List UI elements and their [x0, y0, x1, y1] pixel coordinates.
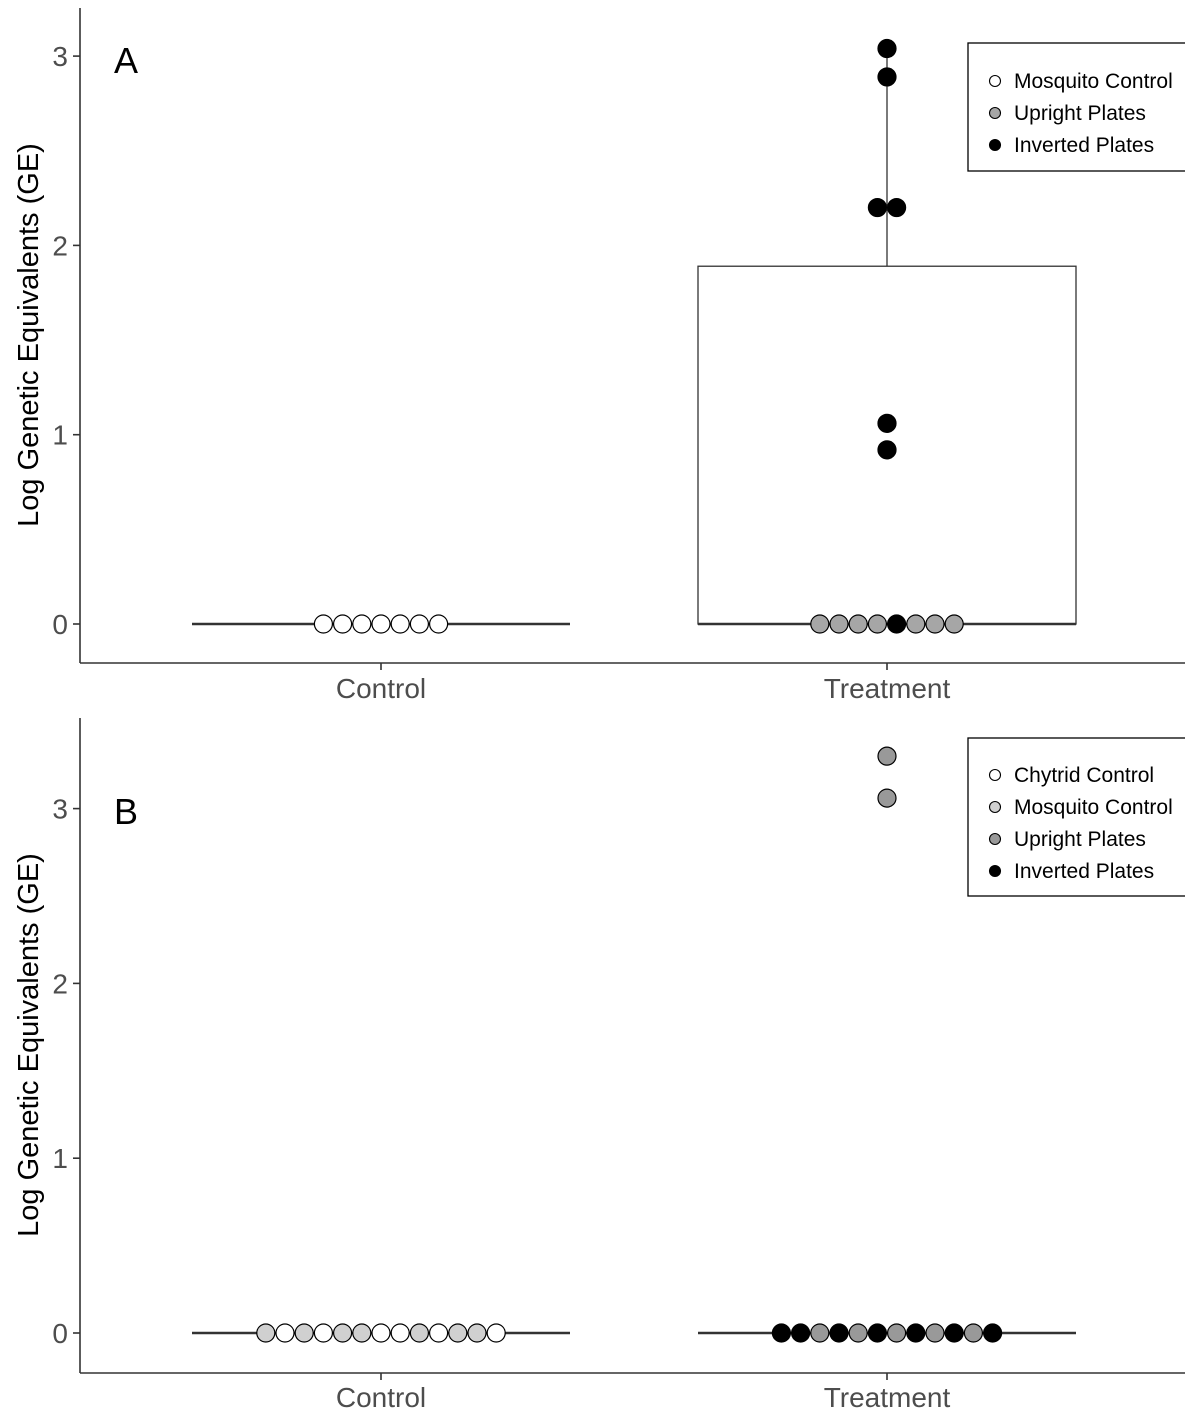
- y-tick-label: 1: [52, 1143, 68, 1174]
- legend-key-mosquito-control: [988, 800, 1002, 814]
- legend-key-mosquito-control: [988, 74, 1002, 88]
- data-point-upright-plates: [925, 614, 945, 634]
- data-point-upright-plates: [848, 1323, 868, 1343]
- data-point-mosquito-control: [371, 614, 391, 634]
- data-point-inverted-plates: [771, 1323, 792, 1343]
- data-point-upright-plates: [944, 614, 964, 634]
- panel-b: 0 1 2 3 Control Treatment Log Genetic Equivale…: [13, 718, 1185, 1412]
- data-point-upright-plates: [867, 614, 888, 634]
- y-tick-label: 2: [52, 968, 68, 999]
- data-point-chytrid-control: [390, 1323, 410, 1343]
- data-point-inverted-plates: [829, 1323, 849, 1343]
- data-point-inverted-plates: [790, 1323, 811, 1343]
- panel-a: 0 1 2 3 Control Treatment Log Genetic Equivale…: [13, 8, 1185, 704]
- data-point-inverted-plates: [886, 614, 907, 634]
- data-point-mosquito-control: [352, 1323, 372, 1343]
- data-point-upright-plates: [829, 614, 849, 634]
- data-point-mosquito-control: [333, 1323, 353, 1343]
- y-tick-label: 1: [52, 420, 68, 451]
- data-point-upright-plates: [810, 614, 830, 634]
- data-point-upright-plates: [906, 614, 926, 634]
- data-point-inverted-plates: [877, 413, 897, 433]
- data-point-inverted-plates: [867, 197, 888, 218]
- data-point-mosquito-control: [390, 614, 410, 634]
- data-point-upright-plates: [848, 614, 868, 634]
- data-point-mosquito-control: [333, 614, 353, 634]
- data-point-upright-plates: [963, 1323, 984, 1343]
- x-tick-label-treatment: Treatment: [824, 1382, 951, 1412]
- data-point-mosquito-control: [409, 614, 429, 634]
- data-point-mosquito-control: [467, 1323, 487, 1343]
- legend-box: [967, 737, 1185, 897]
- data-point-upright-plates: [925, 1323, 945, 1343]
- legend-label: Mosquito Control: [1014, 796, 1173, 819]
- data-point-chytrid-control: [429, 1323, 449, 1343]
- legend-label: Inverted Plates: [1014, 134, 1154, 157]
- data-point-inverted-plates: [877, 440, 897, 460]
- legend-key-upright-plates: [988, 106, 1002, 120]
- x-tick-label-treatment: Treatment: [824, 673, 951, 704]
- legend-label: Inverted Plates: [1014, 860, 1154, 883]
- data-point-mosquito-control: [256, 1323, 276, 1343]
- legend-label: Upright Plates: [1014, 828, 1146, 851]
- data-point-mosquito-control: [409, 1323, 429, 1343]
- data-point-inverted-plates: [877, 38, 897, 59]
- data-point-chytrid-control: [313, 1323, 333, 1343]
- data-point-upright-plates: [886, 1323, 907, 1343]
- data-point-chytrid-control: [371, 1323, 391, 1343]
- data-point-mosquito-control: [429, 614, 449, 634]
- y-tick-label: 3: [52, 794, 68, 825]
- data-point-inverted-plates: [982, 1323, 1003, 1343]
- legend-key-upright-plates: [988, 832, 1002, 846]
- data-point-mosquito-control: [448, 1323, 468, 1343]
- y-tick-label: 3: [52, 41, 68, 72]
- y-tick-label: 0: [52, 609, 68, 640]
- data-point-chytrid-control: [486, 1323, 506, 1343]
- data-point-mosquito-control: [313, 614, 333, 634]
- legend-label: Chytrid Control: [1014, 764, 1154, 787]
- data-point-upright-plates: [877, 788, 897, 808]
- x-tick-label-control: Control: [336, 1382, 426, 1412]
- legend-key-chytrid-control: [988, 768, 1002, 782]
- y-axis-title: Log Genetic Equivalents (GE): [13, 143, 45, 527]
- y-tick-label: 2: [52, 230, 68, 261]
- data-point-mosquito-control: [352, 614, 372, 634]
- legend-key-inverted-plates: [988, 864, 1002, 878]
- data-point-inverted-plates: [877, 67, 897, 87]
- y-tick-label: 0: [52, 1318, 68, 1349]
- data-point-upright-plates: [877, 746, 897, 766]
- data-point-upright-plates: [810, 1323, 830, 1343]
- data-point-mosquito-control: [294, 1323, 314, 1343]
- data-point-inverted-plates: [867, 1323, 888, 1343]
- data-point-inverted-plates: [906, 1323, 926, 1343]
- legend-key-inverted-plates: [988, 138, 1002, 152]
- panel-label: A: [114, 40, 138, 81]
- y-axis-title: Log Genetic Equivalents (GE): [13, 853, 45, 1237]
- data-point-inverted-plates: [886, 197, 907, 218]
- legend-box: [967, 42, 1185, 172]
- data-point-chytrid-control: [275, 1323, 295, 1343]
- legend-label: Mosquito Control: [1014, 70, 1173, 93]
- x-tick-label-control: Control: [336, 673, 426, 704]
- data-point-inverted-plates: [944, 1323, 964, 1343]
- panel-label: B: [114, 791, 138, 832]
- legend-label: Upright Plates: [1014, 102, 1146, 125]
